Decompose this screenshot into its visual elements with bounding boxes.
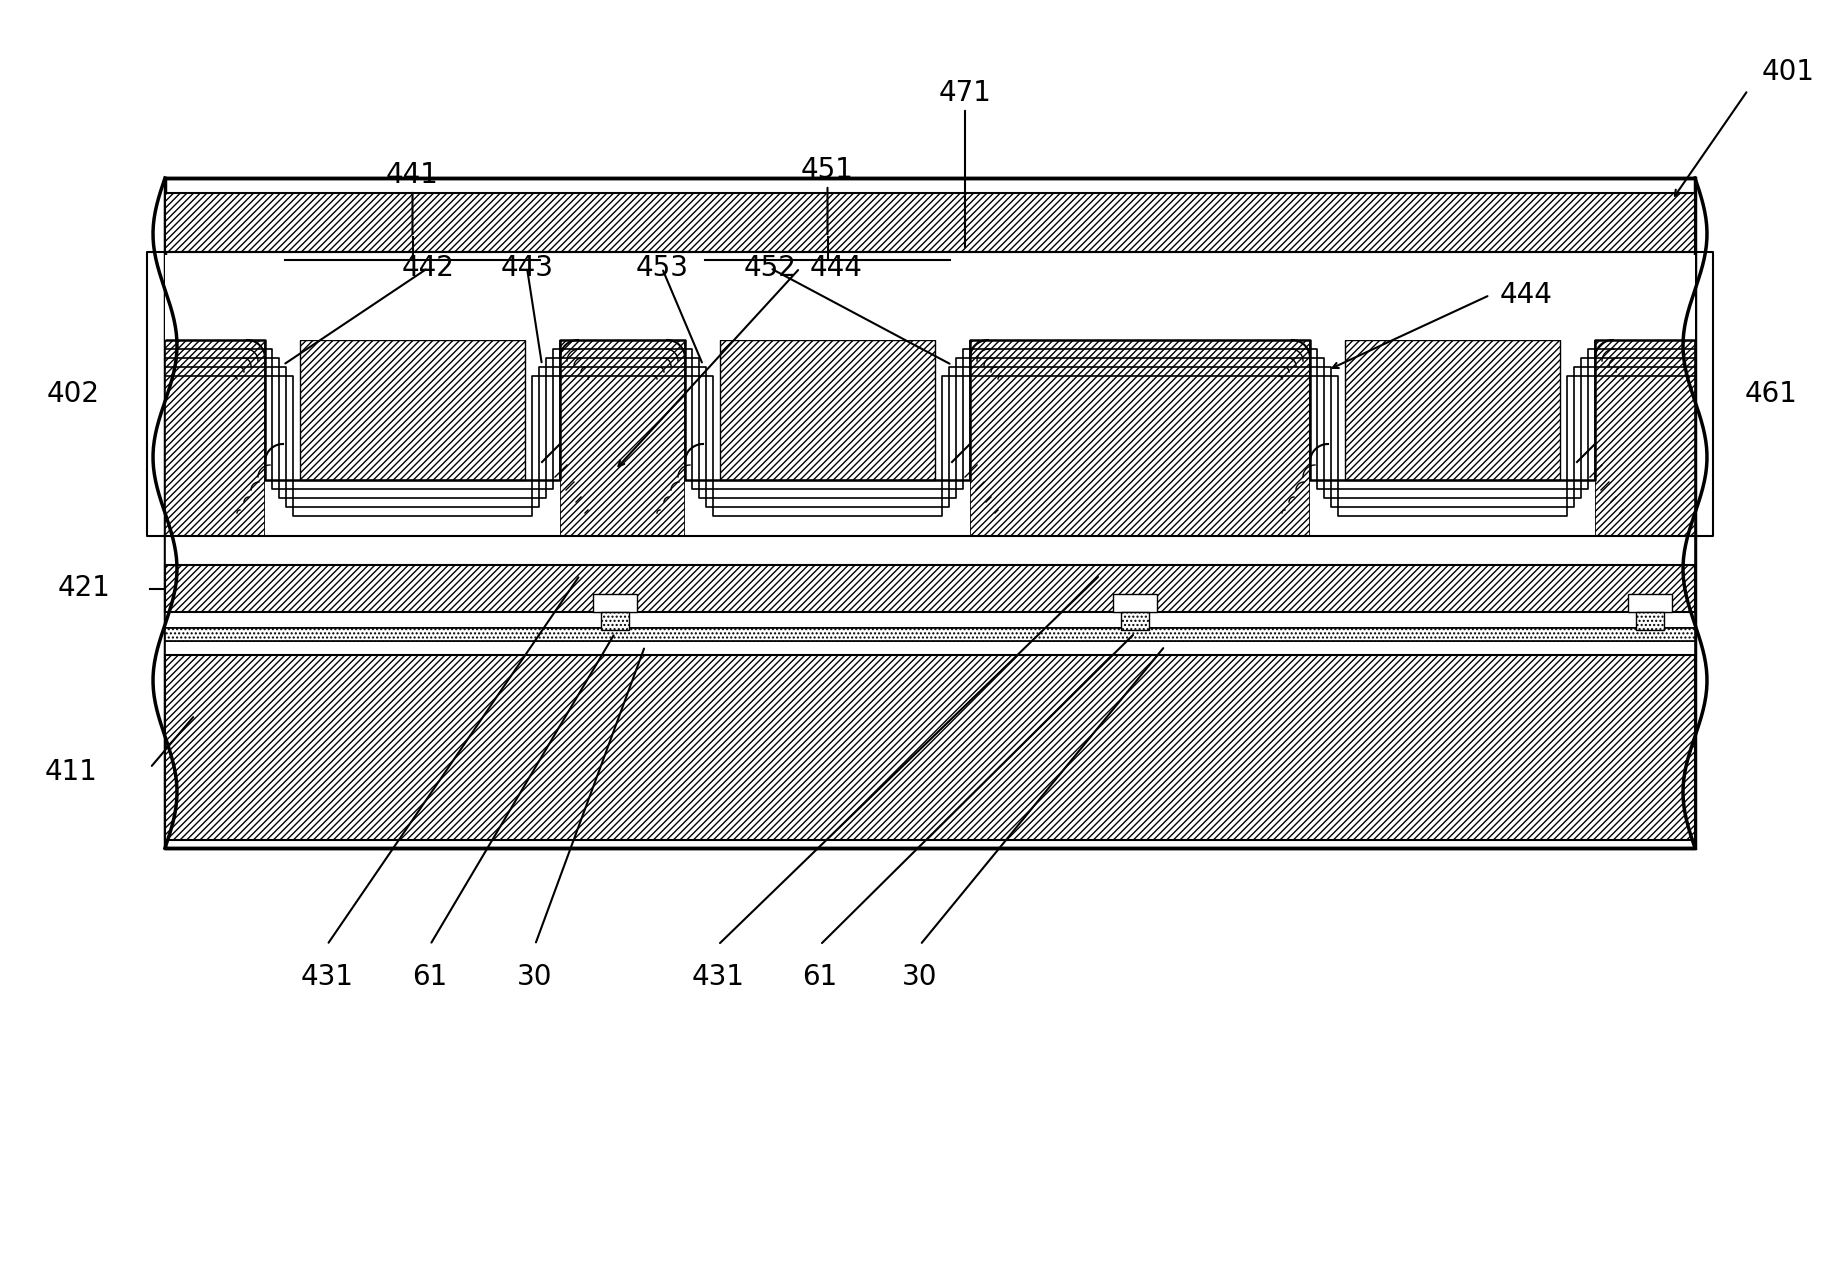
Text: 471: 471 <box>938 78 991 107</box>
Text: 61: 61 <box>413 963 448 991</box>
Text: 61: 61 <box>802 963 837 991</box>
Bar <box>165 536 1696 565</box>
Text: 441: 441 <box>385 161 439 190</box>
Text: 402: 402 <box>48 380 99 408</box>
Bar <box>1595 255 1696 340</box>
Bar <box>165 565 1696 612</box>
Bar <box>560 340 684 536</box>
Bar <box>719 340 936 480</box>
Bar <box>1345 340 1560 480</box>
Bar <box>299 340 525 480</box>
Bar <box>560 255 684 340</box>
Text: 421: 421 <box>57 575 110 603</box>
Text: 411: 411 <box>44 758 97 786</box>
Bar <box>165 178 1696 848</box>
Text: 451: 451 <box>802 155 853 185</box>
Bar <box>1595 340 1696 536</box>
Bar <box>165 612 1696 628</box>
Text: 30: 30 <box>517 963 552 991</box>
Text: 461: 461 <box>1745 380 1798 408</box>
Bar <box>165 193 1696 252</box>
Text: 401: 401 <box>1762 58 1815 86</box>
Bar <box>602 612 629 629</box>
Bar <box>593 594 637 612</box>
Text: 444: 444 <box>809 254 862 282</box>
Bar <box>971 255 1310 340</box>
Bar <box>165 655 1696 841</box>
Bar <box>1310 255 1595 340</box>
Bar <box>264 255 560 340</box>
Bar <box>165 641 1696 656</box>
Bar <box>1121 612 1149 629</box>
Text: 30: 30 <box>903 963 938 991</box>
Text: 452: 452 <box>743 254 796 282</box>
Text: 453: 453 <box>635 254 688 282</box>
Text: 443: 443 <box>501 254 554 282</box>
Bar <box>684 480 971 536</box>
Bar <box>264 480 560 536</box>
Text: 431: 431 <box>301 963 354 991</box>
Bar <box>1114 594 1158 612</box>
Text: 442: 442 <box>402 254 455 282</box>
Bar <box>165 628 1696 641</box>
Bar <box>165 340 264 536</box>
Text: 431: 431 <box>692 963 745 991</box>
Bar <box>165 255 264 340</box>
Text: 444: 444 <box>1499 281 1552 308</box>
Bar <box>1310 480 1595 536</box>
Bar <box>1637 612 1664 629</box>
Bar <box>1628 594 1672 612</box>
Bar <box>971 340 1310 536</box>
Bar <box>684 255 971 340</box>
